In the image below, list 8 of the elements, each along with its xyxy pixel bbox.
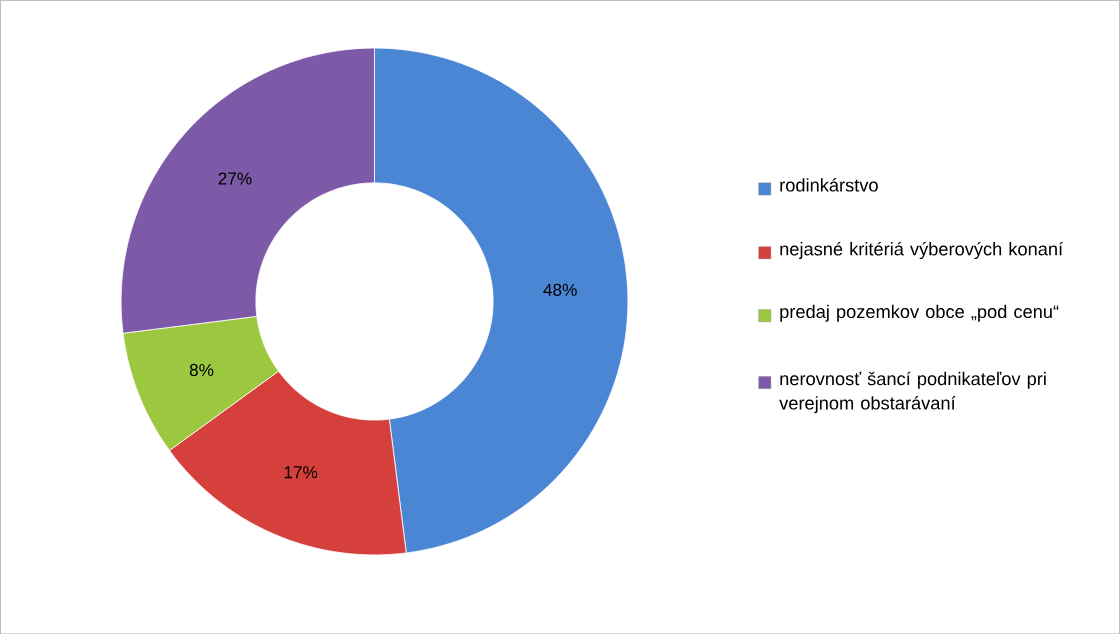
- legend-label: nejasné kritériá výberových konaní: [780, 241, 1064, 259]
- legend-label: nerovnosť šancí podnikateľov pri verejnom obstarávaní: [779, 371, 1046, 413]
- data-label: 27%: [218, 172, 252, 185]
- legend-label: rodinkárstvo: [780, 177, 878, 192]
- data-label: 17%: [284, 465, 318, 479]
- legend-label: predaj pozemkov obce „pod cenu“: [780, 304, 1059, 322]
- data-label: 8%: [189, 363, 214, 376]
- data-label: 48%: [543, 283, 577, 296]
